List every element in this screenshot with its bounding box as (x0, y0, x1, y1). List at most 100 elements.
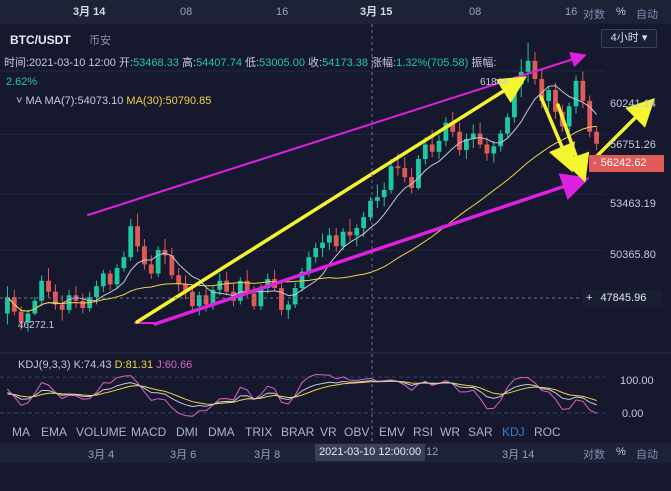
ma7-line (7, 85, 597, 312)
yellow-up-projection (594, 98, 655, 159)
yellow-uptrend-arrow (135, 76, 527, 324)
low-marker: 46272.1 (18, 320, 55, 331)
ma-lines (7, 85, 597, 312)
candle-body (511, 84, 517, 118)
candle-body (484, 144, 490, 154)
candle-body (539, 79, 545, 101)
indicator-tab[interactable]: SAR (468, 425, 493, 439)
top-time-axis (0, 0, 671, 24)
current-price-tag: -56242.62 (589, 155, 664, 172)
yellow-down-arrow (556, 103, 590, 183)
indicator-tab[interactable]: TRIX (245, 425, 273, 439)
indicator-tab[interactable]: BRAR (281, 425, 315, 439)
indicator-tab[interactable]: MACD (131, 425, 167, 439)
indicator-tab[interactable]: VR (320, 425, 337, 439)
candle-body (457, 131, 462, 150)
percent-scale-button[interactable]: % (616, 6, 626, 18)
bottom-axis-label: 3月 6 (170, 449, 197, 461)
ma7-value: MA(7):54073.10 (44, 95, 124, 107)
candle-body (566, 106, 572, 127)
auto-scale-button[interactable]: 自动 (636, 449, 658, 461)
indicator-tab[interactable]: VOLUME (76, 425, 127, 439)
ma-name: MA (25, 95, 42, 107)
indicator-tab[interactable]: DMA (208, 425, 235, 439)
candle-body (361, 217, 367, 229)
bottom-axis-label: 3月 14 (502, 449, 535, 461)
indicator-tab-active[interactable]: KDJ (502, 425, 525, 439)
low-value: 53005.00 (259, 57, 305, 69)
collapse-icon[interactable]: ˅ (16, 95, 23, 107)
crosshair-price: +47845.96 (582, 290, 662, 307)
price-axis-label: 56751.26 (610, 139, 656, 151)
auto-scale-button[interactable]: 自动 (636, 9, 658, 21)
candle-body (176, 275, 182, 285)
top-axis-label: 3月 14 (73, 6, 106, 18)
candle-body (155, 249, 161, 274)
candle-body (100, 273, 106, 287)
candle-body (532, 60, 538, 80)
candle-body (292, 288, 298, 305)
top-axis-label: 08 (180, 6, 193, 18)
candle-body (525, 60, 531, 72)
indicator-tab[interactable]: WR (440, 425, 460, 439)
candle-body (587, 100, 593, 132)
kdj-d: D:81.31 (114, 359, 154, 371)
candle-body (340, 231, 346, 247)
log-scale-button[interactable]: 对数 (583, 9, 605, 21)
candle-body (546, 89, 552, 101)
top-axis-label: 16 (565, 6, 578, 18)
candle-body (450, 122, 456, 132)
indicator-tab[interactable]: EMA (41, 425, 68, 439)
high-label: 高: (182, 57, 197, 69)
candle-body (429, 144, 435, 152)
candle-body (39, 280, 45, 301)
candle-body (436, 140, 442, 152)
top-axis-label: 3月 15 (360, 6, 393, 18)
close-label: 收: (308, 57, 323, 69)
candle-body (409, 177, 415, 189)
drawn-annotations (87, 52, 655, 326)
high-value: 54407.74 (196, 57, 242, 69)
change-label: 涨幅: (371, 57, 397, 69)
candle-body (594, 131, 599, 144)
candle-body (258, 288, 264, 307)
indicator-tab[interactable]: MA (12, 425, 30, 439)
indicator-tab[interactable]: EMV (379, 425, 406, 439)
price-axis-label: 60241.14 (610, 98, 656, 110)
change-value: 1.32%(705.58) (396, 57, 469, 69)
log-scale-button[interactable]: 对数 (583, 449, 605, 461)
interval-select[interactable]: 4小时 ▾ (601, 29, 657, 48)
bottom-axis-label: 3月 8 (254, 449, 281, 461)
time-value: 时间:2021-03-10 12:00 (4, 57, 116, 69)
kdj-name: KDJ(9,3,3) (18, 359, 71, 371)
ma30-value: MA(30):50790.85 (126, 95, 212, 107)
indicator-tab[interactable]: RSI (413, 425, 434, 439)
candle-body (121, 257, 127, 269)
candle-body (374, 197, 380, 201)
candle-body (80, 300, 86, 309)
open-label: 开: (118, 57, 134, 69)
candle-body (196, 295, 202, 307)
ma30-line (7, 125, 597, 312)
candle-body (162, 249, 168, 256)
candle-body (477, 133, 483, 145)
candle-body (580, 80, 586, 101)
candle-body (114, 268, 120, 285)
percent-scale-button[interactable]: % (616, 446, 626, 458)
candle-body (347, 231, 353, 236)
candle-body (285, 304, 291, 310)
kdj-j-line (7, 373, 597, 417)
indicator-tab[interactable]: OBV (344, 425, 370, 439)
bottom-axis-label: 12 (426, 446, 439, 458)
indicator-tab[interactable]: ROC (534, 425, 561, 439)
candle-body (46, 280, 51, 292)
candle-body (148, 264, 154, 274)
candle-body (251, 293, 257, 307)
candle-body (210, 289, 216, 305)
candle-body (381, 189, 387, 198)
candle-body (402, 168, 408, 178)
indicator-tab[interactable]: DMI (176, 425, 198, 439)
candle-body (94, 286, 99, 298)
candle-body (237, 280, 243, 301)
